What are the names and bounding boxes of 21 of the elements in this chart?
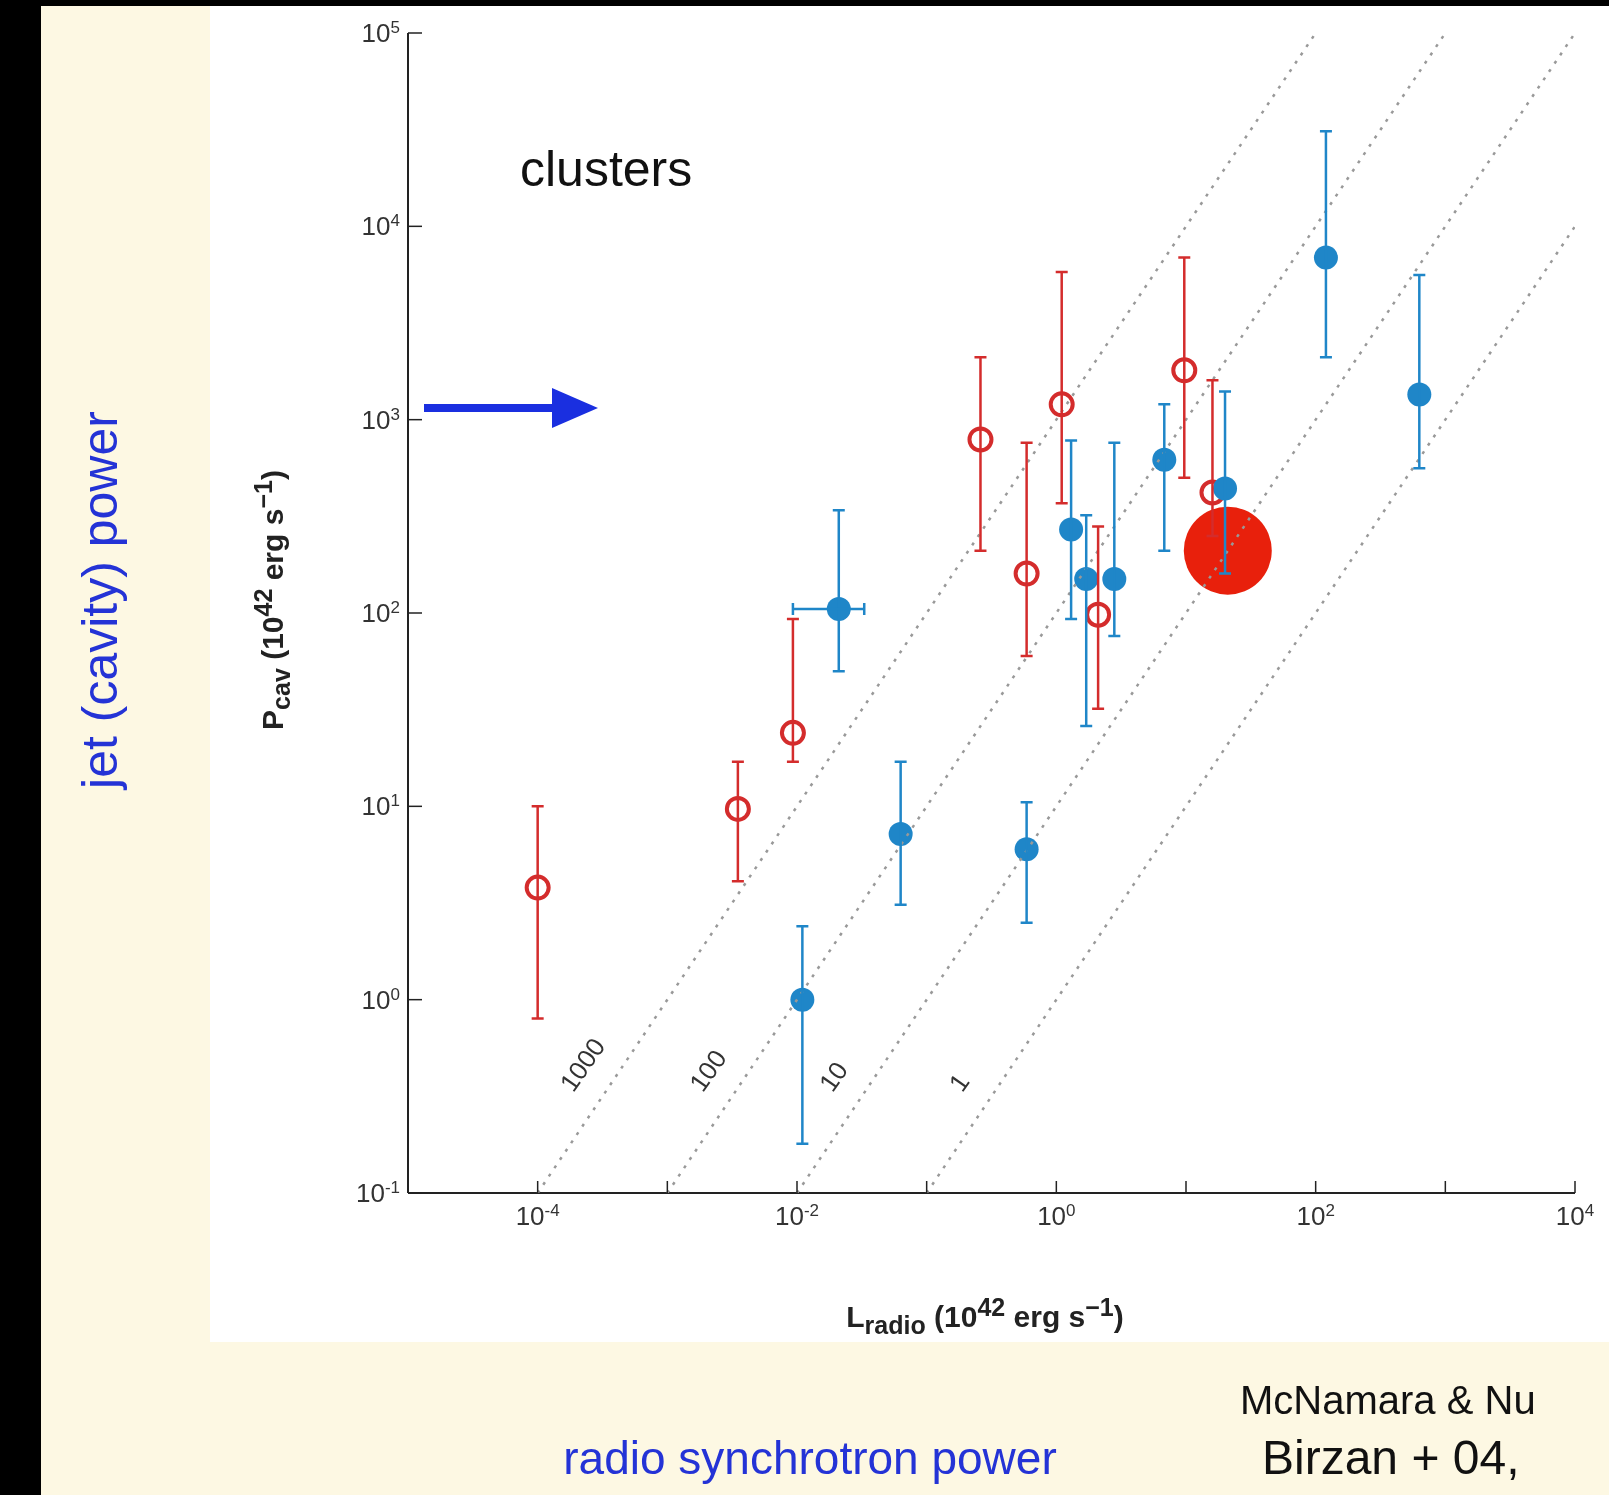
x-tick-label: 10$^{0}$ [1037,1200,1076,1231]
x-tick-label: 10$^{-4}$ [515,1200,560,1231]
x-axis-title: L$_{radio}$ (10$^{42}$ erg s$^{−1}$) [846,1292,1124,1339]
text: jet (cavity) power [72,411,128,789]
y-tick-label: 10$^{2}$ [361,597,400,628]
y-tick-label: 10$^{0}$ [361,984,400,1015]
annotation: clusters [520,141,693,197]
y-tick-label: 10$^{5}$ [361,17,400,48]
x-tick-label: 10$^{2}$ [1296,1200,1335,1231]
text: 100 [683,1044,733,1097]
x-tick-label: 10$^{-2}$ [774,1200,820,1231]
text: radio synchrotron power [563,1432,1057,1484]
y-tick-label: 10$^{4}$ [361,210,400,242]
y-tick-label: 10$^{1}$ [361,790,400,822]
x-tick-label: 10$^{4}$ [1555,1200,1595,1231]
text: 10 [812,1056,854,1097]
text: Birzan + 04, [1262,1431,1520,1484]
text: 1 [942,1067,976,1097]
text: McNamara & Nu [1240,1378,1536,1422]
y-tick-label: 10$^{3}$ [361,404,400,435]
y-tick-label: 10$^{-1}$ [355,1177,400,1208]
